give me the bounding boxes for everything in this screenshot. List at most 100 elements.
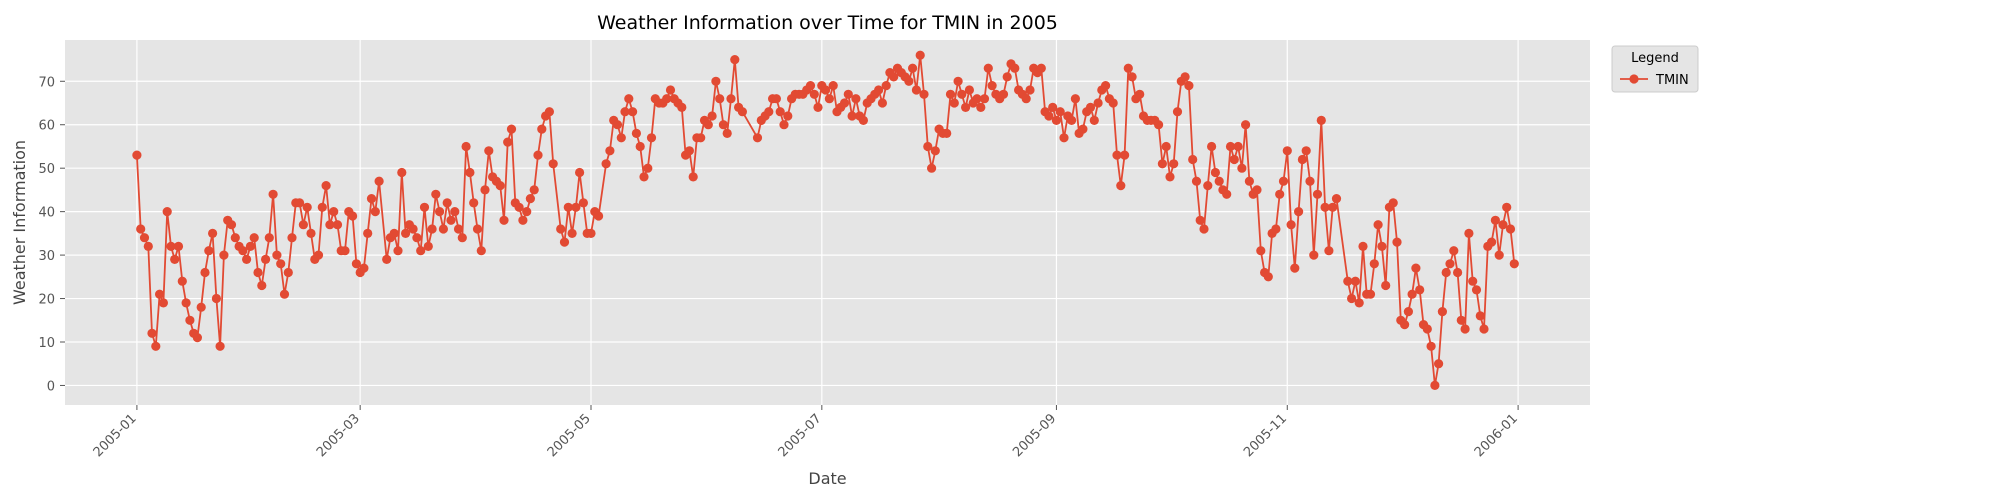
data-point — [1244, 176, 1254, 186]
data-point — [279, 289, 290, 299]
data-point — [612, 120, 623, 130]
data-point — [544, 107, 555, 117]
data-point — [503, 137, 513, 147]
data-point — [268, 189, 278, 199]
data-point — [1498, 220, 1508, 230]
data-point — [578, 198, 589, 208]
data-point — [211, 293, 221, 304]
data-point — [1324, 246, 1334, 256]
data-point — [737, 107, 748, 117]
data-point — [317, 202, 327, 212]
data-point — [783, 111, 793, 121]
data-point — [567, 228, 577, 238]
data-point — [805, 81, 816, 91]
data-point — [828, 81, 838, 91]
data-point — [964, 85, 975, 95]
data-point — [1093, 98, 1103, 108]
data-point — [1157, 159, 1167, 169]
data-point — [1161, 141, 1171, 152]
data-point — [1191, 176, 1202, 186]
data-point — [313, 250, 324, 260]
data-point — [1468, 276, 1478, 286]
data-point — [1505, 224, 1516, 234]
data-point — [563, 202, 573, 212]
data-point — [1445, 259, 1455, 269]
data-point — [155, 289, 165, 299]
data-point — [1025, 85, 1035, 95]
data-point — [1347, 293, 1357, 304]
data-point — [976, 102, 986, 112]
data-point — [775, 107, 785, 117]
data-point — [408, 224, 418, 234]
data-point — [987, 81, 997, 91]
data-point — [321, 181, 331, 191]
legend-swatch-marker — [1629, 74, 1639, 84]
data-point — [525, 194, 536, 204]
data-point — [874, 85, 884, 95]
data-point — [1044, 111, 1054, 121]
y-tick-label: 30 — [38, 249, 55, 264]
data-point — [450, 207, 460, 217]
data-point — [556, 224, 566, 234]
x-tick-label: 2005-01 — [91, 411, 140, 460]
data-point — [1169, 159, 1179, 169]
data-point — [824, 94, 835, 104]
data-point — [953, 76, 963, 86]
data-point — [461, 141, 471, 152]
data-point — [499, 215, 509, 225]
data-point — [1241, 120, 1251, 130]
data-point — [1282, 146, 1292, 156]
data-point — [616, 133, 626, 143]
data-point — [548, 159, 558, 169]
data-point — [132, 150, 142, 160]
data-point — [166, 241, 176, 251]
y-tick-label: 60 — [38, 119, 55, 134]
data-point — [298, 220, 308, 230]
data-point — [1328, 202, 1338, 212]
data-point — [1464, 228, 1474, 238]
data-point — [276, 259, 286, 269]
y-tick-label: 70 — [38, 75, 55, 90]
data-point — [1309, 250, 1319, 260]
data-point — [249, 233, 259, 243]
data-point — [522, 207, 532, 217]
data-point — [419, 202, 430, 212]
data-point — [605, 146, 615, 156]
data-point — [446, 215, 456, 225]
data-point — [620, 107, 630, 117]
y-tick-label: 10 — [38, 336, 55, 351]
data-point — [726, 94, 736, 104]
data-point — [764, 107, 774, 117]
data-point — [1294, 207, 1304, 217]
data-point — [272, 250, 282, 260]
data-point — [1229, 154, 1239, 165]
data-point — [1010, 63, 1020, 73]
data-point — [495, 181, 505, 191]
data-point — [1490, 215, 1500, 225]
data-point — [684, 146, 695, 156]
y-axis-label: Weather Information — [10, 140, 29, 305]
legend-label-tmin: TMIN — [1655, 73, 1689, 88]
data-point — [389, 228, 399, 238]
data-point — [677, 102, 687, 112]
data-point — [1135, 89, 1145, 99]
data-point — [1116, 181, 1126, 191]
data-point — [809, 89, 819, 99]
data-point — [181, 298, 191, 308]
data-point — [1120, 150, 1130, 160]
data-point — [662, 94, 672, 104]
data-point — [1252, 185, 1262, 195]
data-point — [1392, 237, 1402, 247]
data-point — [401, 228, 411, 238]
data-point — [1112, 150, 1122, 160]
data-point — [158, 298, 168, 308]
data-point — [1199, 224, 1209, 234]
data-point — [230, 233, 240, 243]
data-point — [927, 163, 937, 173]
data-point — [1343, 276, 1353, 286]
data-point — [628, 107, 638, 117]
data-point — [177, 276, 187, 286]
data-point — [972, 94, 982, 104]
data-point — [771, 94, 782, 104]
legend: Legend TMIN — [1611, 45, 1699, 93]
